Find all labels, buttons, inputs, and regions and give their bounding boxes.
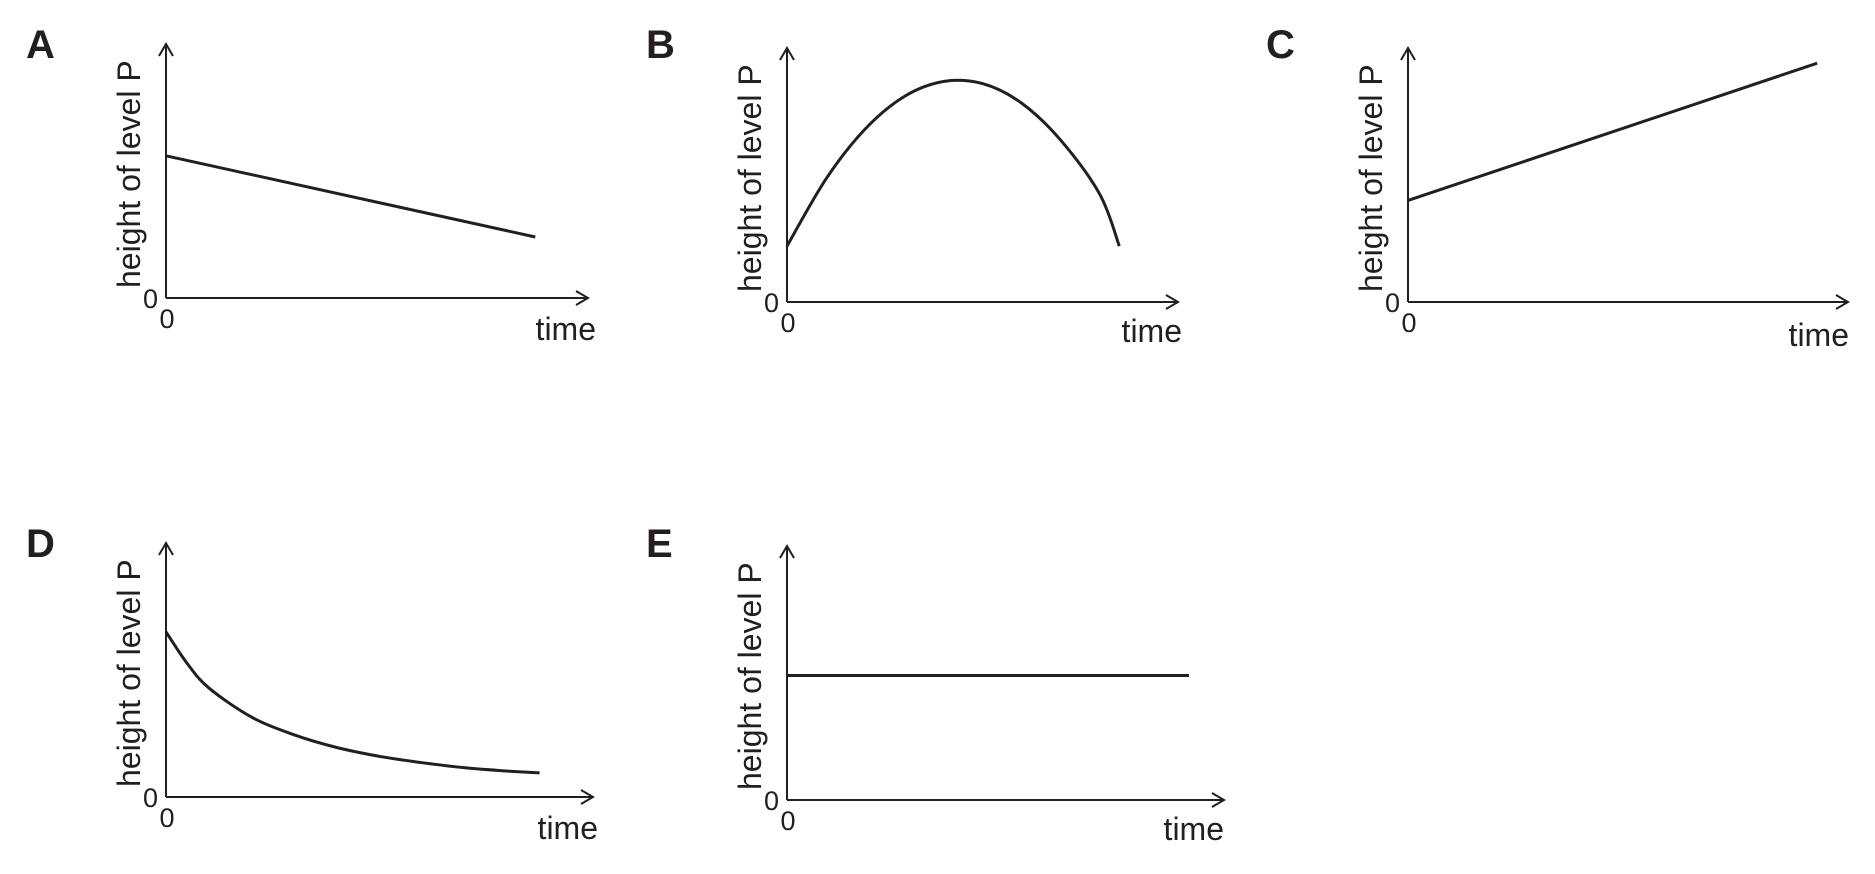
series-line bbox=[164, 631, 540, 775]
x-tick-label: 0 bbox=[780, 308, 795, 338]
panel-letter: A bbox=[26, 23, 55, 67]
chart-panel-c: C 00 time height of level P bbox=[1266, 23, 1850, 353]
y-tick-label: 0 bbox=[764, 786, 779, 816]
chart-panel-a: A 00 time height of level P bbox=[26, 23, 596, 347]
x-tick-label: 0 bbox=[159, 803, 174, 833]
y-axis-arrow bbox=[779, 544, 795, 559]
series-line bbox=[165, 154, 536, 239]
series-line bbox=[785, 78, 1121, 247]
x-tick-label: 0 bbox=[159, 304, 174, 334]
panel-letter: C bbox=[1266, 23, 1295, 67]
y-tick-label: 0 bbox=[764, 288, 779, 318]
x-axis-label: time bbox=[1789, 317, 1849, 353]
x-tick-label: 0 bbox=[780, 806, 795, 836]
y-axis-arrow bbox=[158, 541, 174, 556]
y-tick-label: 0 bbox=[143, 284, 158, 314]
x-axis-arrow bbox=[1211, 792, 1226, 808]
y-axis-label: height of level P bbox=[732, 64, 768, 292]
x-axis-arrow bbox=[1165, 294, 1180, 310]
y-tick-label: 0 bbox=[1385, 288, 1400, 318]
y-axis-arrow bbox=[1400, 46, 1416, 61]
panel-letter: E bbox=[646, 522, 673, 566]
chart-panel-b: B 00 time height of level P bbox=[646, 23, 1182, 349]
panel-letter: B bbox=[646, 23, 675, 67]
x-axis-label: time bbox=[538, 810, 598, 846]
x-tick-label: 0 bbox=[1401, 308, 1416, 338]
panel-letter: D bbox=[26, 522, 55, 566]
x-axis-arrow bbox=[580, 789, 595, 805]
chart-panel-d: D 00 time height of level P bbox=[26, 522, 598, 846]
y-axis-label: height of level P bbox=[732, 562, 768, 790]
y-axis-label: height of level P bbox=[111, 559, 147, 787]
y-axis-arrow bbox=[158, 42, 174, 57]
y-axis-label: height of level P bbox=[111, 60, 147, 288]
y-axis-arrow bbox=[779, 46, 795, 61]
y-tick-label: 0 bbox=[143, 783, 158, 813]
x-axis-label: time bbox=[1122, 313, 1182, 349]
x-axis-arrow bbox=[1835, 294, 1850, 310]
x-axis-arrow bbox=[575, 290, 590, 306]
series-line bbox=[1407, 61, 1818, 202]
x-axis-label: time bbox=[1164, 811, 1224, 847]
chart-panel-e: E 00 time height of level P bbox=[646, 522, 1226, 847]
y-axis-label: height of level P bbox=[1353, 64, 1389, 292]
x-axis-label: time bbox=[536, 311, 596, 347]
